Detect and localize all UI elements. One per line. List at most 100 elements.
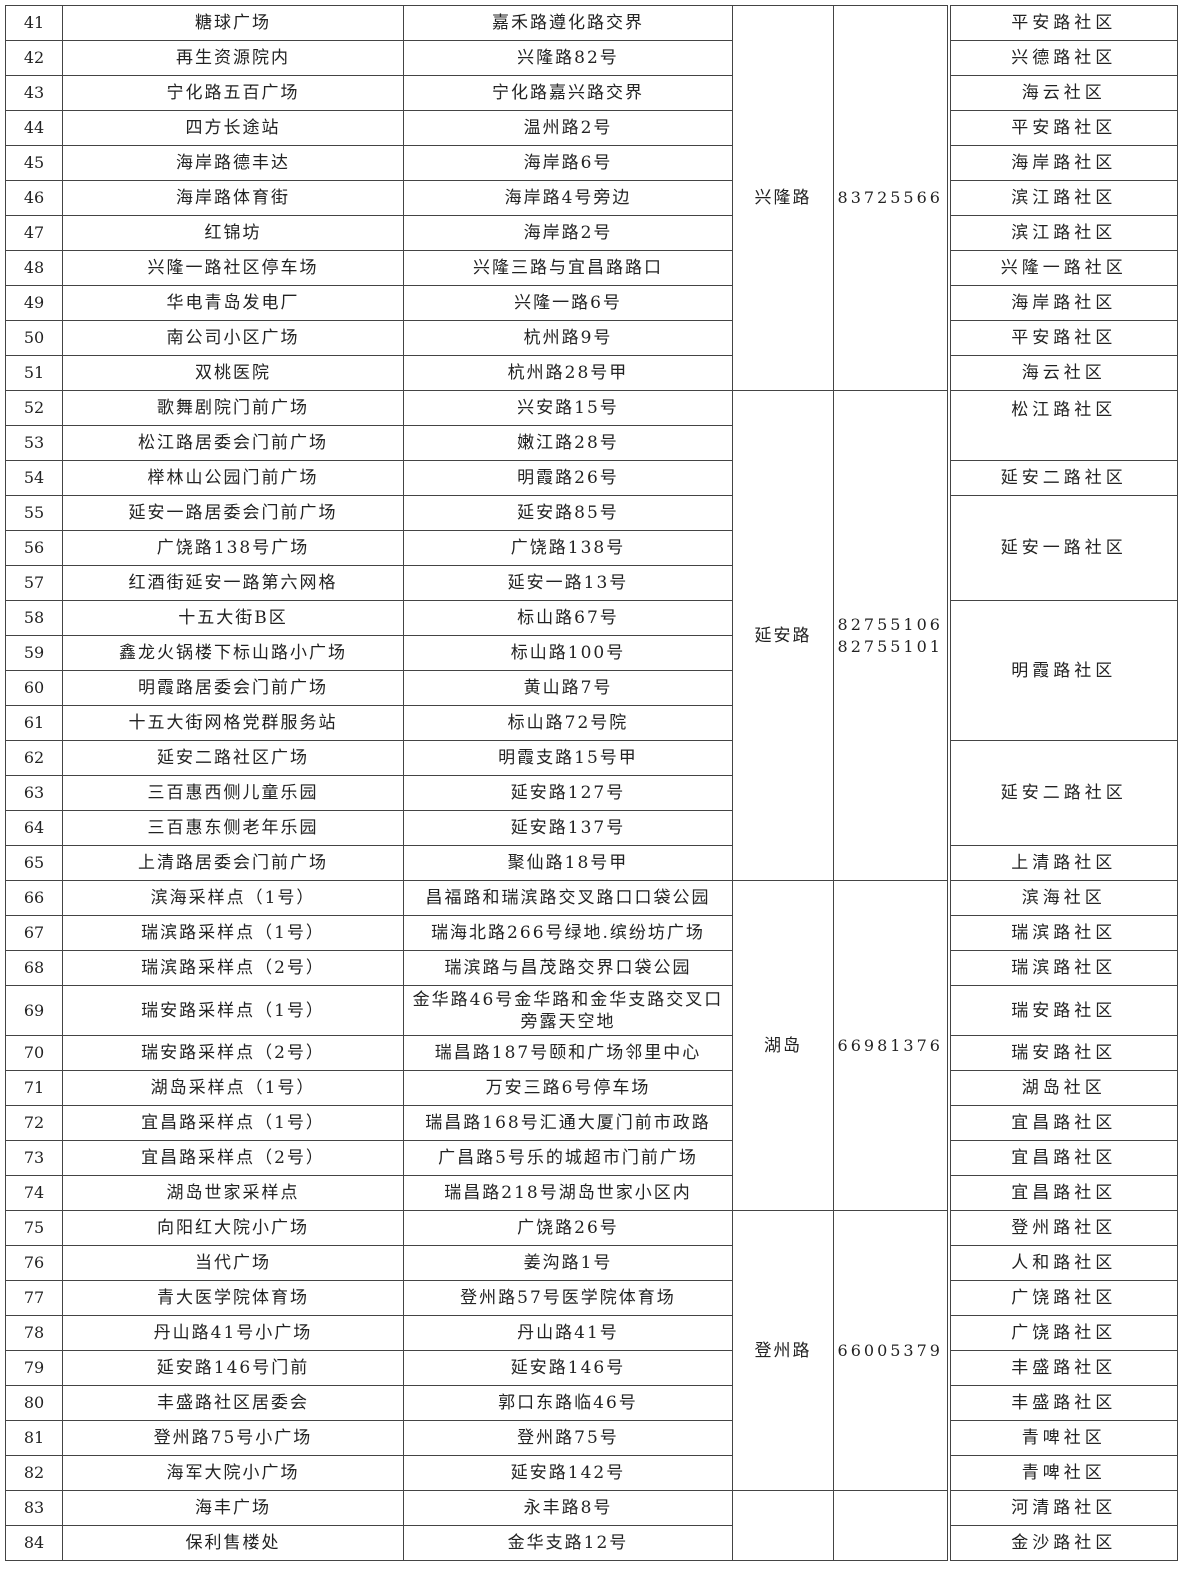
site-name: 海丰广场 [62,1490,404,1526]
phone-number: 82755101 [837,636,943,656]
site-name: 湖岛世家采样点 [62,1175,404,1211]
site-name: 青大医学院体育场 [62,1280,404,1316]
table-row: 72 宜昌路采样点（1号） 瑞昌路168号汇通大厦门前市政路 宜昌路社区 [5,1105,1178,1141]
table-row: 45 海岸路德丰达 海岸路6号 海岸路社区 [5,145,1178,181]
row-number: 81 [5,1420,63,1456]
table-row: 74 湖岛世家采样点 瑞昌路218号湖岛世家小区内 宜昌路社区 [5,1175,1178,1211]
site-address: 瑞昌路218号湖岛世家小区内 [403,1175,733,1211]
table-row: 54 榉林山公园门前广场 明霞路26号 延安二路社区 [5,460,1178,496]
site-name: 三百惠西侧儿童乐园 [62,775,404,811]
community: 广饶路社区 [946,1280,1178,1316]
community: 丰盛路社区 [946,1350,1178,1386]
table-row: 46 海岸路体育街 海岸路4号旁边 滨江路社区 [5,180,1178,216]
site-address: 兴隆一路6号 [403,285,733,321]
site-name: 宜昌路采样点（2号） [62,1140,404,1176]
row-number: 52 [5,390,63,426]
site-address: 郭口东路临46号 [403,1385,733,1421]
contact-phone: 82755106 82755101 [833,390,949,881]
table-row: 53 松江路居委会门前广场 嫩江路28号 [5,425,1178,461]
row-number: 63 [5,775,63,811]
site-name: 瑞安路采样点（2号） [62,1035,404,1071]
table-row: 81 登州路75号小广场 登州路75号 青啤社区 [5,1420,1178,1456]
site-name: 鑫龙火锅楼下标山路小广场 [62,635,404,671]
row-number: 44 [5,110,63,146]
table-row: 66 滨海采样点（1号） 昌福路和瑞滨路交叉路口口袋公园 湖岛 66981376 滨海社区 [5,880,1178,1211]
table-row: 68 瑞滨路采样点（2号） 瑞滨路与昌茂路交界口袋公园 瑞滨路社区 [5,950,1178,986]
table-row: 55 延安一路居委会门前广场 延安路85号 延安一路社区 [5,495,1178,601]
table-row: 57 红酒街延安一路第六网格 延安一路13号 [5,565,1178,601]
table-row: 62 延安二路社区广场 明霞支路15号甲 延安二路社区 [5,740,1178,846]
community: 宜昌路社区 [946,1105,1178,1141]
table-row: 41 糖球广场 嘉禾路遵化路交界 兴隆路 83725566 平安路社区 [5,5,1178,391]
contact-phone [833,1490,949,1561]
community: 青啤社区 [946,1455,1178,1491]
site-address: 丹山路41号 [403,1315,733,1351]
row-number: 64 [5,810,63,846]
site-name: 登州路75号小广场 [62,1420,404,1456]
site-name: 南公司小区广场 [62,320,404,356]
phone-number: 83725566 [837,188,943,207]
site-name: 丹山路41号小广场 [62,1315,404,1351]
site-address: 明霞路26号 [403,460,733,496]
site-address: 延安一路13号 [403,565,733,601]
site-address: 瑞昌路168号汇通大厦门前市政路 [403,1105,733,1141]
street-office: 登州路 [732,1210,834,1491]
row-number: 71 [5,1070,63,1106]
street-office [732,1490,834,1561]
street-office: 湖岛 [732,880,834,1211]
community: 上清路社区 [946,845,1178,881]
table-row: 51 双桃医院 杭州路28号甲 海云社区 [5,355,1178,391]
row-number: 60 [5,670,63,706]
community: 海云社区 [946,75,1178,111]
site-address: 永丰路8号 [403,1490,733,1526]
community: 滨江路社区 [946,215,1178,251]
community: 延安一路社区 [946,495,1178,601]
contact-phone: 83725566 [833,5,949,391]
site-name: 红锦坊 [62,215,404,251]
table-row: 63 三百惠西侧儿童乐园 延安路127号 [5,775,1178,811]
row-number: 57 [5,565,63,601]
site-address: 延安路85号 [403,495,733,531]
site-address: 广饶路138号 [403,530,733,566]
table-row: 84 保利售楼处 金华支路12号 金沙路社区 [5,1525,1178,1561]
row-number: 58 [5,600,63,636]
site-name: 瑞滨路采样点（2号） [62,950,404,986]
table-row: 48 兴隆一路社区停车场 兴隆三路与宜昌路路口 兴隆一路社区 [5,250,1178,286]
site-name: 保利售楼处 [62,1525,404,1561]
row-number: 42 [5,40,63,76]
community: 平安路社区 [946,110,1178,146]
site-name: 延安一路居委会门前广场 [62,495,404,531]
table-row: 71 湖岛采样点（1号） 万安三路6号停车场 湖岛社区 [5,1070,1178,1106]
site-name: 海军大院小广场 [62,1455,404,1491]
row-number: 69 [5,985,63,1036]
site-address: 标山路100号 [403,635,733,671]
table-row: 79 延安路146号门前 延安路146号 丰盛路社区 [5,1350,1178,1386]
row-number: 78 [5,1315,63,1351]
site-address: 金华路46号金华路和金华支路交叉口旁露天空地 [403,985,733,1036]
row-number: 67 [5,915,63,951]
community: 青啤社区 [946,1420,1178,1456]
community: 明霞路社区 [946,600,1178,741]
site-name: 丰盛路社区居委会 [62,1385,404,1421]
site-address: 杭州路9号 [403,320,733,356]
site-name: 双桃医院 [62,355,404,391]
row-number: 79 [5,1350,63,1386]
community: 延安二路社区 [946,460,1178,496]
community: 湖岛社区 [946,1070,1178,1106]
site-address: 瑞昌路187号颐和广场邻里中心 [403,1035,733,1071]
site-address: 明霞支路15号甲 [403,740,733,776]
site-name: 向阳红大院小广场 [62,1210,404,1246]
site-name: 明霞路居委会门前广场 [62,670,404,706]
site-name: 兴隆一路社区停车场 [62,250,404,286]
row-number: 82 [5,1455,63,1491]
site-address: 嘉禾路遵化路交界 [403,5,733,41]
site-address: 广昌路5号乐的城超市门前广场 [403,1140,733,1176]
table-row: 58 十五大街B区 标山路67号 明霞路社区 [5,600,1178,741]
table-row: 73 宜昌路采样点（2号） 广昌路5号乐的城超市门前广场 宜昌路社区 [5,1140,1178,1176]
row-number: 74 [5,1175,63,1211]
site-address: 万安三路6号停车场 [403,1070,733,1106]
site-address: 聚仙路18号甲 [403,845,733,881]
site-name: 瑞安路采样点（1号） [62,985,404,1036]
site-name: 当代广场 [62,1245,404,1281]
site-address: 姜沟路1号 [403,1245,733,1281]
